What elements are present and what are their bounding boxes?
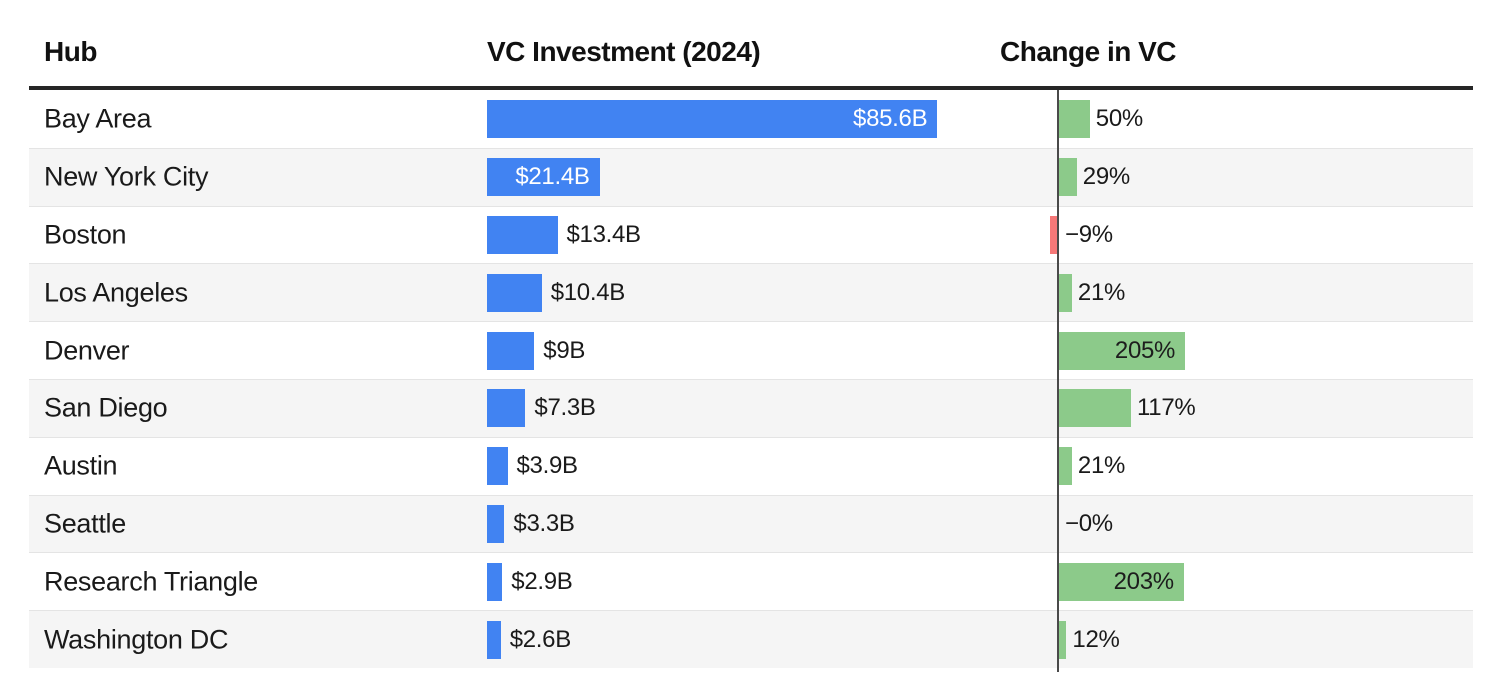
vc-investment-value-outside: $2.9B [511,567,573,595]
vc-investment-cell: $7.3B [487,380,1057,437]
vc-investment-cell: $3.9B [487,438,1057,495]
table-row: New York City $21.4B 29% [29,147,1473,206]
vc-change-bar [1059,620,1067,659]
hub-label: Research Triangle [44,566,259,597]
vc-investment-value-inside: $21.4B [515,163,590,191]
vc-investment-bar [487,331,535,370]
vc-change-value-outside: 12% [1072,625,1120,653]
table-row: Bay Area $85.6B 50% [29,90,1473,148]
vc-investment-cell: $13.4B [487,207,1057,264]
vc-change-bar [1059,273,1072,312]
vc-change-value-outside: 21% [1077,278,1126,306]
vc-change-bar [1059,447,1072,486]
vc-investment-bar [487,389,526,428]
hub-cell: Los Angeles [29,264,487,321]
hub-label: Seattle [44,508,126,539]
hub-cell: Washington DC [29,611,487,668]
hub-label: Denver [44,335,130,366]
hub-cell: Austin [29,438,487,495]
vc-investment-cell: $85.6B [487,90,1057,148]
vc-investment-bar [487,504,505,543]
table-row: San Diego $7.3B 117% [29,378,1473,437]
vc-investment-bar [487,215,558,254]
vc-investment-cell: $21.4B [487,149,1057,206]
hub-cell: San Diego [29,380,487,437]
vc-change-value-outside: −0% [1065,509,1113,537]
vc-change-cell: 203% [1057,553,1473,610]
vc-investment-cell: $3.3B [487,496,1057,553]
vc-investment-bar: $85.6B [487,99,938,138]
vc-change-cell: 21% [1057,264,1473,321]
table-row: Boston $13.4B −9% [29,205,1473,264]
hub-label: Boston [44,219,127,250]
vc-change-value-inside: 205% [1114,336,1176,364]
vc-change-bar [1059,158,1077,197]
table-body: Bay Area $85.6B 50% New York City $21.4B [29,90,1473,668]
vc-change-cell: 117% [1057,380,1473,437]
vc-change-cell: 205% [1057,322,1473,379]
hub-label: Washington DC [44,624,229,655]
vc-investment-cell: $9B [487,322,1057,379]
vc-investment-bar [487,620,501,659]
table-header: Hub VC Investment (2024) Change in VC [29,0,1473,90]
vc-investment-cell: $10.4B [487,264,1057,321]
vc-investment-value-outside: $2.6B [509,625,572,653]
table-row: Austin $3.9B 21% [29,436,1473,495]
vc-investment-bar [487,273,542,312]
vc-change-value-outside: 29% [1082,163,1130,191]
hub-label: Bay Area [44,103,152,134]
vc-change-bar [1059,389,1131,428]
table-row: Seattle $3.3B −0% [29,494,1473,553]
hub-label: Los Angeles [44,277,188,308]
hub-cell: Research Triangle [29,553,487,610]
hub-label: Austin [44,450,118,481]
hub-cell: Boston [29,207,487,264]
table-row: Washington DC $2.6B 12% [29,610,1473,668]
hub-cell: Denver [29,322,487,379]
vc-investment-value-outside: $9B [543,336,586,364]
vc-change-bar: 205% [1059,331,1186,370]
vc-change-cell: 50% [1057,90,1473,148]
vc-change-cell: 29% [1057,149,1473,206]
hub-label: San Diego [44,392,168,423]
vc-investment-cell: $2.9B [487,553,1057,610]
column-header-hub: Hub [44,36,97,67]
vc-change-bar [1050,215,1057,254]
vc-investment-value-outside: $10.4B [550,278,626,306]
vc-investment-value-outside: $7.3B [534,394,596,422]
vc-change-value-outside: 117% [1137,394,1196,422]
vc-change-value-outside: 21% [1077,452,1126,480]
vc-change-value-outside: −9% [1065,220,1113,248]
table-row: Research Triangle $2.9B 203% [29,552,1473,611]
table-row: Los Angeles $10.4B 21% [29,263,1473,322]
vc-investment-cell: $2.6B [487,611,1057,668]
table-row: Denver $9B 205% [29,321,1473,379]
hub-label: New York City [44,161,209,192]
vc-change-cell: 12% [1057,611,1473,668]
hub-cell: Seattle [29,496,487,553]
hub-cell: New York City [29,149,487,206]
vc-change-cell: 21% [1057,438,1473,495]
vc-change-bar [1059,99,1090,138]
column-header-investment: VC Investment (2024) [487,36,761,67]
column-header-change: Change in VC [1000,36,1177,67]
vc-investment-value-inside: $85.6B [853,104,928,132]
vc-investment-value-outside: $3.3B [513,509,575,537]
change-zero-axis-line [1057,90,1059,672]
vc-change-value-inside: 203% [1113,567,1174,595]
vc-investment-value-outside: $3.9B [516,452,579,480]
hub-cell: Bay Area [29,90,487,148]
vc-investment-value-outside: $13.4B [566,220,642,248]
vc-change-bar: 203% [1059,562,1184,601]
vc-change-cell: −0% [1057,496,1473,553]
vc-change-value-outside: 50% [1095,104,1143,132]
vc-investment-bar [487,562,503,601]
vc-change-cell: −9% [1050,207,1473,264]
vc-investment-bar [487,447,508,486]
vc-investment-bar: $21.4B [487,158,600,197]
table: Hub VC Investment (2024) Change in VC Ba… [29,0,1473,694]
